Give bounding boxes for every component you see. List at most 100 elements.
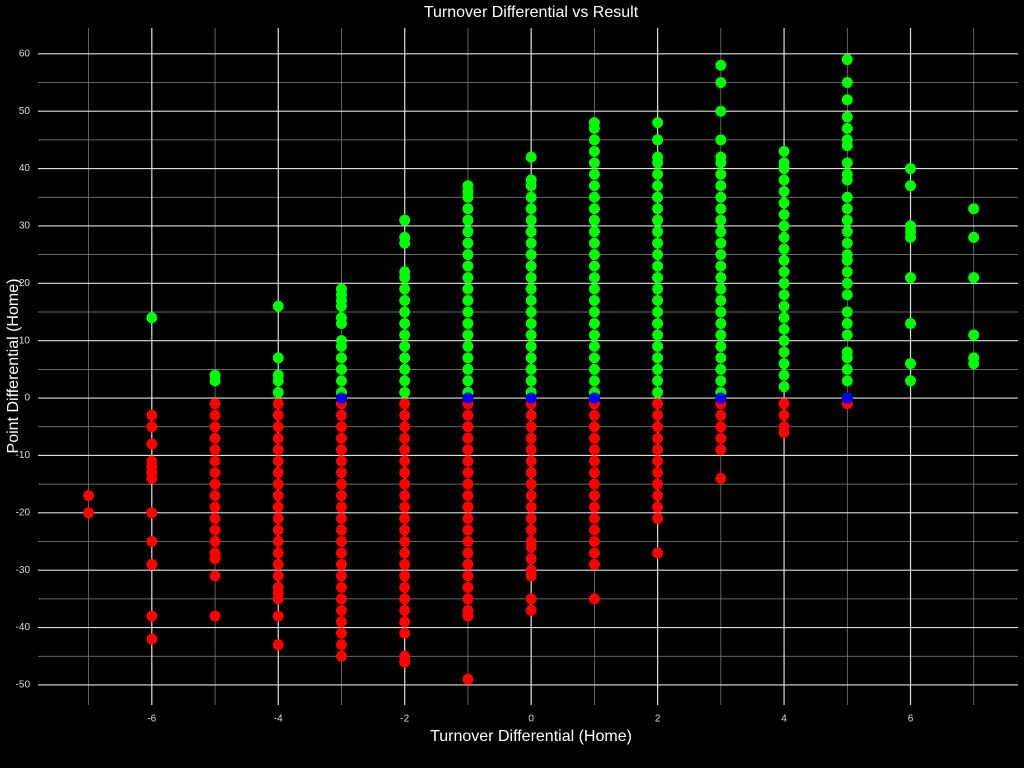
point <box>841 214 853 226</box>
point <box>399 444 411 456</box>
point <box>652 168 664 180</box>
point <box>778 254 790 266</box>
y-tick-label: 20 <box>19 278 31 289</box>
point <box>335 392 347 404</box>
point <box>588 283 600 295</box>
point <box>715 226 727 238</box>
point <box>778 186 790 198</box>
point <box>462 673 474 685</box>
point <box>715 168 727 180</box>
point <box>778 358 790 370</box>
point <box>462 524 474 536</box>
point <box>399 490 411 502</box>
point <box>841 363 853 375</box>
point <box>209 467 221 479</box>
point <box>399 317 411 329</box>
point <box>778 398 790 410</box>
point <box>272 432 284 444</box>
point <box>588 272 600 284</box>
point <box>841 392 853 404</box>
point <box>462 593 474 605</box>
point <box>525 363 537 375</box>
point <box>841 77 853 89</box>
point <box>652 363 664 375</box>
point <box>525 352 537 364</box>
point <box>525 283 537 295</box>
point <box>588 547 600 559</box>
point <box>715 340 727 352</box>
point <box>335 604 347 616</box>
x-axis-label: Turnover Differential (Home) <box>430 728 632 745</box>
point <box>525 226 537 238</box>
point <box>588 432 600 444</box>
point <box>146 472 158 484</box>
point <box>652 444 664 456</box>
point <box>778 381 790 393</box>
point <box>588 168 600 180</box>
point <box>588 535 600 547</box>
y-tick-label: 30 <box>19 221 31 232</box>
point <box>652 283 664 295</box>
point <box>778 426 790 438</box>
point <box>715 272 727 284</box>
point <box>462 272 474 284</box>
point <box>778 346 790 358</box>
point <box>83 507 95 519</box>
point <box>652 421 664 433</box>
point <box>525 375 537 387</box>
point <box>525 151 537 163</box>
point <box>525 455 537 467</box>
point <box>335 639 347 651</box>
point <box>399 455 411 467</box>
point <box>652 398 664 410</box>
point <box>715 283 727 295</box>
point <box>652 295 664 307</box>
point <box>905 180 917 192</box>
point <box>652 134 664 146</box>
point <box>462 340 474 352</box>
point <box>778 312 790 324</box>
point <box>715 306 727 318</box>
point <box>588 260 600 272</box>
point <box>209 478 221 490</box>
point <box>778 220 790 232</box>
point <box>462 306 474 318</box>
point <box>652 249 664 261</box>
point <box>652 151 664 163</box>
point <box>399 352 411 364</box>
point <box>968 203 980 215</box>
point <box>462 547 474 559</box>
point <box>335 335 347 347</box>
point <box>652 180 664 192</box>
point <box>905 220 917 232</box>
point <box>588 191 600 203</box>
point <box>588 157 600 169</box>
point <box>652 490 664 502</box>
point <box>652 117 664 129</box>
point <box>905 358 917 370</box>
point <box>715 260 727 272</box>
y-tick-label: 0 <box>24 393 30 404</box>
point <box>335 558 347 570</box>
point <box>652 214 664 226</box>
point <box>778 277 790 289</box>
point <box>715 180 727 192</box>
point <box>588 392 600 404</box>
point <box>462 375 474 387</box>
point <box>778 197 790 209</box>
point <box>272 421 284 433</box>
point <box>335 352 347 364</box>
point <box>399 570 411 582</box>
point <box>588 306 600 318</box>
point <box>462 581 474 593</box>
point <box>399 363 411 375</box>
point <box>525 444 537 456</box>
point <box>588 467 600 479</box>
point <box>778 231 790 243</box>
point <box>841 54 853 66</box>
point <box>525 570 537 582</box>
point <box>399 421 411 433</box>
point <box>335 312 347 324</box>
